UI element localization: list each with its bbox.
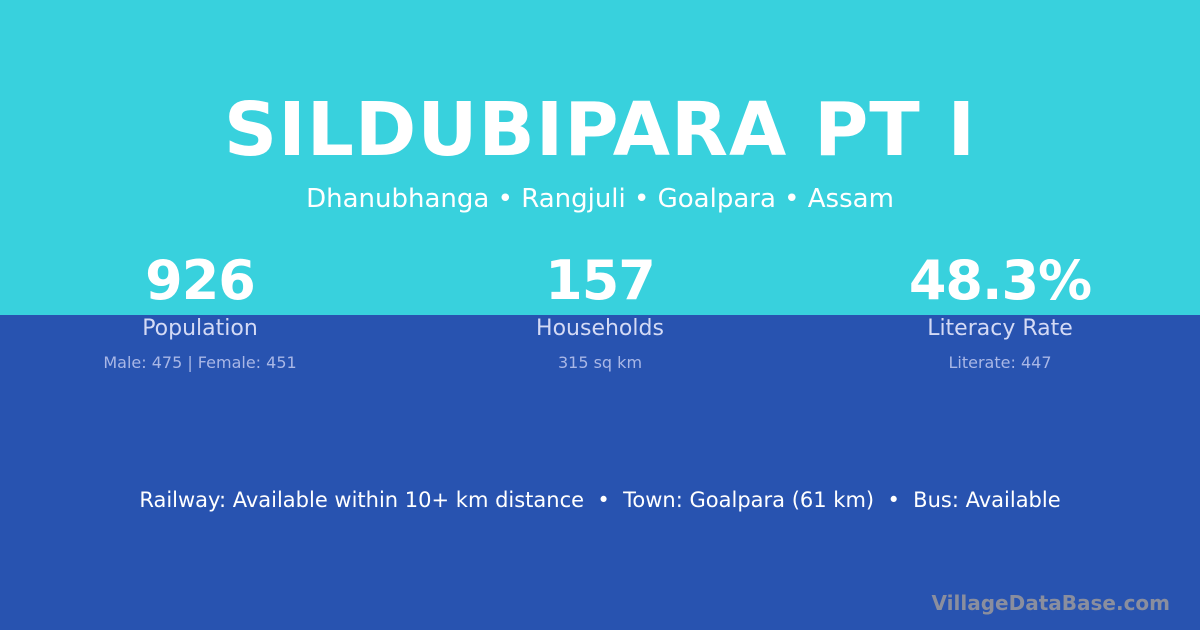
- stat-detail: 315 sq km: [557, 353, 643, 372]
- stat-households: 157 Households 315 sq km: [400, 248, 800, 374]
- header-band: [0, 0, 1200, 315]
- stat-value: 926: [145, 249, 256, 312]
- stat-literacy: 48.3% Literacy Rate Literate: 447: [800, 248, 1200, 374]
- stat-detail: Male: 475 | Female: 451: [103, 353, 297, 372]
- village-title: SILDUBIPARA PT I: [223, 87, 977, 173]
- footer-band: [0, 315, 1200, 630]
- stat-detail: Literate: 447: [948, 353, 1052, 372]
- stat-label: Population: [142, 316, 258, 341]
- stat-value: 48.3%: [908, 249, 1092, 312]
- stat-population: 926 Population Male: 475 | Female: 451: [0, 248, 400, 374]
- brand-watermark: VillageDataBase.com: [931, 591, 1170, 615]
- stat-label: Households: [536, 316, 664, 341]
- stat-label: Literacy Rate: [927, 316, 1073, 341]
- connectivity-info: Railway: Available within 10+ km distanc…: [139, 488, 1061, 512]
- stat-value: 157: [545, 249, 656, 312]
- location-breadcrumb: Dhanubhanga • Rangjuli • Goalpara • Assa…: [306, 184, 894, 214]
